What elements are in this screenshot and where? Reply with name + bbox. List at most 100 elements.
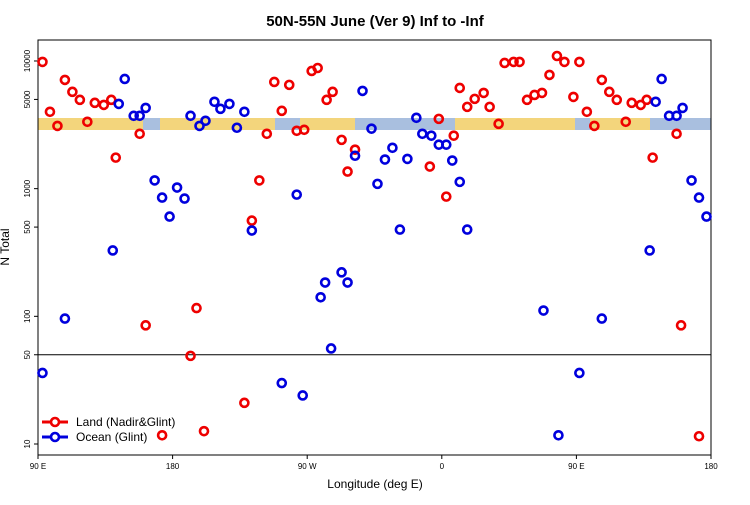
marker bbox=[200, 115, 211, 127]
marker bbox=[596, 313, 608, 324]
marker bbox=[315, 291, 326, 303]
marker bbox=[671, 128, 682, 140]
marker bbox=[171, 182, 183, 193]
y-tick-label: 100 bbox=[23, 309, 32, 323]
marker bbox=[239, 397, 250, 409]
y-tick-label: 50 bbox=[23, 350, 32, 359]
y-tick-label: 1000 bbox=[23, 179, 32, 197]
plot-frame bbox=[37, 39, 712, 456]
y-axis-label: N Total bbox=[0, 228, 12, 265]
legend-marker bbox=[49, 416, 61, 428]
marker bbox=[402, 153, 413, 165]
marker bbox=[119, 73, 131, 85]
marker bbox=[194, 120, 205, 132]
marker bbox=[596, 74, 608, 86]
x-tick-label: 0 bbox=[440, 462, 445, 471]
marker bbox=[677, 102, 688, 114]
marker bbox=[276, 105, 288, 117]
marker bbox=[366, 123, 377, 134]
marker bbox=[461, 101, 473, 113]
marker bbox=[254, 175, 265, 186]
marker bbox=[544, 69, 555, 81]
marker bbox=[209, 96, 220, 108]
chart-title: 50N-55N June (Ver 9) Inf to -Inf bbox=[266, 13, 485, 30]
marker bbox=[440, 139, 452, 150]
marker bbox=[686, 175, 697, 186]
marker bbox=[644, 245, 655, 256]
marker bbox=[149, 175, 160, 186]
marker bbox=[650, 96, 661, 108]
marker bbox=[469, 93, 481, 105]
marker bbox=[325, 343, 337, 354]
marker bbox=[336, 134, 347, 146]
marker bbox=[164, 211, 175, 222]
marker bbox=[379, 154, 391, 165]
marker bbox=[574, 367, 585, 379]
legend-marker bbox=[49, 431, 61, 443]
y-tick-label: 500 bbox=[23, 220, 32, 234]
marker bbox=[433, 113, 445, 125]
marker bbox=[140, 102, 151, 114]
marker bbox=[128, 110, 140, 122]
marker bbox=[327, 86, 338, 98]
marker bbox=[312, 62, 323, 74]
marker bbox=[641, 94, 652, 106]
marker bbox=[134, 128, 145, 140]
marker bbox=[74, 94, 86, 106]
marker bbox=[98, 99, 110, 111]
marker bbox=[246, 225, 258, 236]
series bbox=[37, 73, 712, 441]
marker bbox=[424, 161, 436, 172]
marker bbox=[44, 106, 56, 118]
series bbox=[37, 50, 705, 442]
marker bbox=[426, 130, 437, 141]
marker bbox=[493, 118, 504, 130]
marker bbox=[671, 110, 682, 122]
marker bbox=[319, 277, 331, 288]
marker bbox=[454, 82, 466, 94]
y-tick-label: 10 bbox=[23, 439, 32, 448]
marker bbox=[701, 211, 712, 222]
marker bbox=[179, 193, 190, 204]
marker bbox=[156, 429, 168, 441]
marker bbox=[342, 277, 353, 288]
marker bbox=[59, 313, 71, 324]
marker bbox=[268, 76, 280, 88]
marker bbox=[342, 166, 353, 177]
marker bbox=[461, 224, 473, 235]
marker bbox=[446, 155, 458, 166]
x-axis-label: Longitude (deg E) bbox=[327, 477, 422, 491]
map-strip bbox=[38, 118, 711, 130]
marker bbox=[52, 120, 63, 132]
marker bbox=[553, 429, 564, 441]
marker bbox=[239, 106, 250, 118]
legend-label: Ocean (Glint) bbox=[76, 430, 147, 444]
marker bbox=[59, 74, 71, 86]
marker bbox=[107, 245, 119, 256]
marker bbox=[231, 122, 243, 134]
y-tick-label: 5000 bbox=[23, 90, 32, 108]
marker bbox=[568, 91, 579, 103]
marker bbox=[349, 150, 361, 162]
marker bbox=[581, 106, 593, 118]
marker bbox=[478, 87, 489, 99]
x-tick-label: 180 bbox=[704, 462, 718, 471]
marker bbox=[508, 56, 519, 68]
marker bbox=[448, 130, 460, 141]
marker bbox=[604, 86, 615, 98]
marker bbox=[551, 50, 563, 62]
marker bbox=[454, 176, 466, 188]
legend-label: Land (Nadir&Glint) bbox=[76, 415, 175, 429]
marker bbox=[620, 116, 632, 128]
x-tick-label: 90 W bbox=[298, 462, 317, 471]
marker bbox=[417, 128, 428, 140]
marker bbox=[105, 94, 117, 106]
marker bbox=[134, 110, 145, 122]
marker bbox=[198, 425, 210, 437]
x-tick-label: 90 E bbox=[30, 462, 46, 471]
marker bbox=[191, 302, 202, 314]
marker bbox=[185, 110, 196, 122]
marker bbox=[261, 128, 273, 140]
marker bbox=[538, 305, 549, 316]
